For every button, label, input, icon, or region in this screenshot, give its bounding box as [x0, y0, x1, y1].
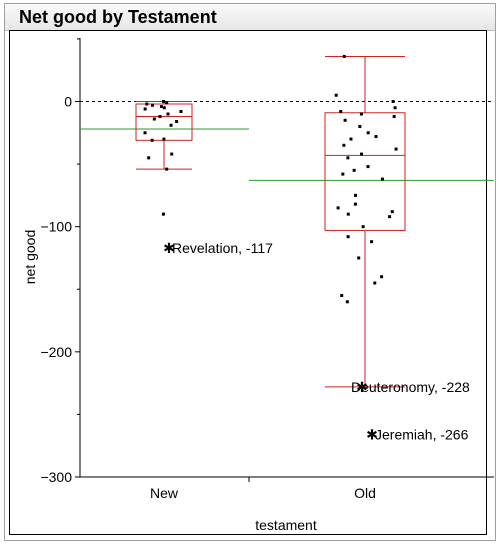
data-point [153, 118, 156, 121]
data-point [167, 113, 170, 116]
data-point [339, 110, 342, 113]
data-point [353, 169, 356, 172]
data-point [370, 240, 373, 243]
data-point [347, 213, 350, 216]
data-point [162, 138, 165, 141]
data-point [344, 119, 347, 122]
data-point [346, 300, 349, 303]
outlier-label: Revelation, -117 [172, 240, 273, 256]
data-point [360, 113, 363, 116]
data-point [354, 194, 357, 197]
data-point [162, 213, 165, 216]
data-point [391, 210, 394, 213]
data-point [388, 215, 391, 218]
data-point [170, 153, 173, 156]
outlier-label: Jeremiah, -266 [375, 426, 469, 442]
y-tick-label: 0 [64, 94, 72, 110]
data-point [163, 106, 166, 109]
data-point [380, 275, 383, 278]
y-axis-label: net good [22, 230, 38, 285]
data-point [151, 139, 154, 142]
data-point [349, 138, 352, 141]
y-tick-label: −300 [40, 469, 72, 485]
data-point [340, 294, 343, 297]
x-tick-label: New [150, 485, 179, 501]
data-point [374, 135, 377, 138]
data-point [162, 100, 165, 103]
data-point [395, 148, 398, 151]
data-point [341, 173, 344, 176]
data-point [160, 105, 163, 108]
data-point [358, 125, 361, 128]
data-point [144, 108, 147, 111]
data-point [357, 256, 360, 259]
data-point [373, 281, 376, 284]
data-point [144, 131, 147, 134]
data-point [346, 156, 349, 159]
data-point [337, 206, 340, 209]
y-tick-label: −100 [40, 219, 72, 235]
data-point [165, 101, 168, 104]
data-point [165, 168, 168, 171]
x-axis-label: testament [255, 517, 317, 533]
data-point [362, 225, 365, 228]
data-point [343, 55, 346, 58]
data-point [394, 106, 397, 109]
x-tick-label: Old [354, 485, 376, 501]
data-point [175, 120, 178, 123]
data-point [393, 115, 396, 118]
data-point [367, 165, 370, 168]
data-point [347, 235, 350, 238]
y-tick-label: −200 [40, 344, 72, 360]
data-point [151, 104, 154, 107]
data-point [145, 103, 148, 106]
data-point [360, 153, 363, 156]
data-point [392, 100, 395, 103]
data-point [381, 178, 384, 181]
data-point [147, 156, 150, 159]
data-point [354, 203, 357, 206]
data-point [367, 131, 370, 134]
outlier-label: Deuteronomy, -228 [351, 379, 470, 395]
data-point [170, 124, 173, 127]
data-point [179, 110, 182, 113]
data-point [342, 144, 345, 147]
data-point [335, 94, 338, 97]
data-point [159, 115, 162, 118]
